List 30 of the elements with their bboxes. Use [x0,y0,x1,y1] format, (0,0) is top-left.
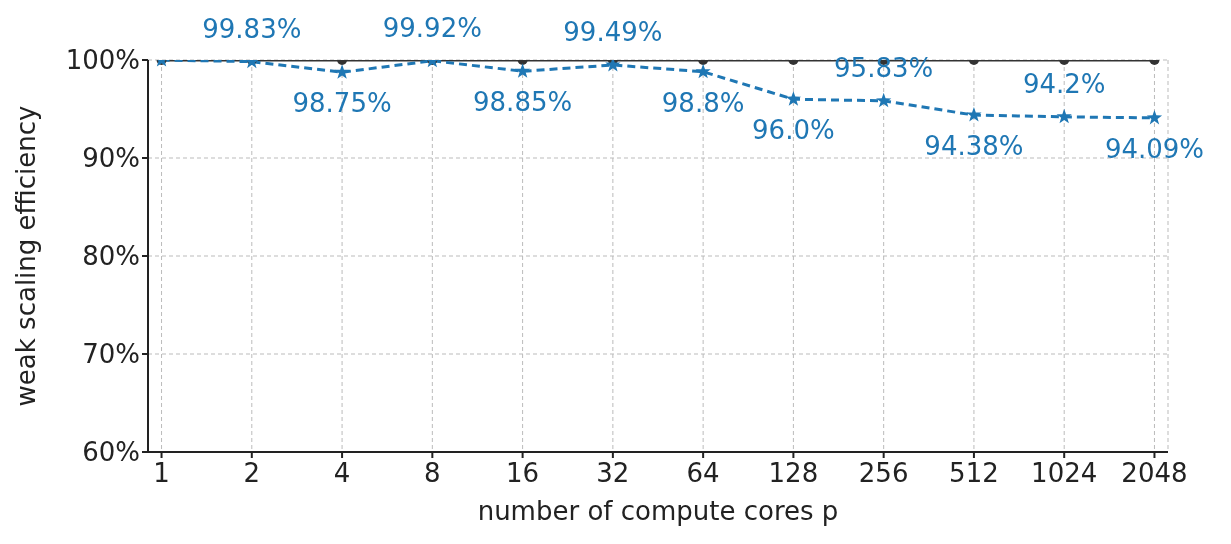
x-tick-label: 32 [596,458,630,489]
y-tick-label: 70% [82,339,140,370]
x-tick-label: 4 [333,458,351,489]
data-label: 98.85% [473,87,573,118]
data-label: 99.92% [382,12,482,43]
x-tick-label: 512 [949,458,999,489]
x-tick-label: 2048 [1121,458,1188,489]
data-label: 94.09% [1104,133,1205,164]
data-label: 94.2% [1022,68,1106,99]
x-tick-label: 256 [858,458,909,489]
x-tick-label: 8 [424,458,441,489]
y-tick-label: 80% [82,241,140,272]
x-tick-label: 1024 [1031,458,1098,489]
y-tick-label: 90% [82,143,140,174]
x-tick-label: 64 [686,458,720,489]
data-label: 98.75% [292,88,392,119]
x-tick-label: 16 [506,458,540,489]
x-tick-label: 2 [243,458,261,489]
x-tick-label: 1 [153,458,170,489]
y-tick-label: 100% [65,45,140,76]
data-label: 99.83% [202,13,302,44]
y-axis-title: weak scaling efficiency [11,105,42,407]
x-tick-label: 128 [768,458,819,489]
data-label: 98.8% [661,87,745,118]
data-label: 99.49% [563,17,663,47]
data-label: 94.38% [924,131,1024,162]
y-tick-label: 60% [82,437,140,468]
x-axis-title: number of compute cores p [477,496,839,526]
data-label: 95.83% [834,52,934,83]
data-label: 96.0% [752,115,835,146]
